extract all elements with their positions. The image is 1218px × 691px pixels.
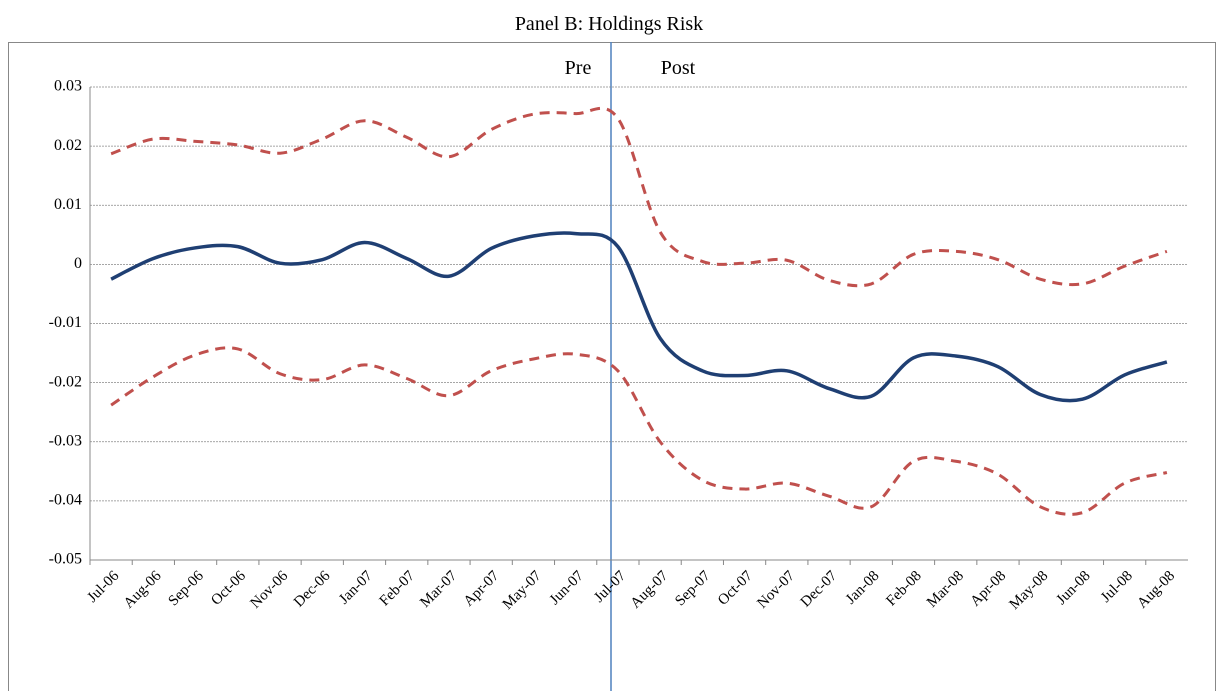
x-tick-label: Oct-06	[208, 568, 249, 609]
y-tick-label: 0.02	[54, 137, 82, 154]
x-tick-label: Sep-07	[672, 568, 714, 610]
post-label: Post	[661, 57, 696, 79]
x-tick-label: Mar-08	[924, 568, 967, 611]
series-line	[110, 346, 1168, 516]
chart-title: Panel B: Holdings Risk	[515, 13, 703, 35]
x-tick-label: Dec-06	[291, 568, 334, 611]
x-tick-label: Oct-07	[715, 568, 756, 609]
x-tick-label: Jan-07	[336, 568, 376, 608]
x-tick-label: Feb-07	[377, 568, 419, 610]
x-tick-label: Nov-06	[248, 568, 292, 612]
x-tick-label: Sep-06	[165, 568, 207, 610]
x-tick-label: Jun-07	[547, 568, 588, 609]
series-line	[110, 231, 1168, 403]
x-tick-label: Aug-07	[628, 568, 672, 612]
y-tick-label: 0	[74, 255, 82, 272]
x-tick-label: Dec-07	[798, 568, 841, 611]
y-tick-label: -0.02	[49, 373, 82, 390]
x-tick-label: May-08	[1007, 568, 1052, 613]
x-tick-label: Nov-07	[754, 568, 798, 612]
x-tick-label: Jan-08	[843, 568, 883, 608]
y-tick-label: 0.01	[54, 196, 82, 213]
x-tick-label: Mar-07	[417, 568, 460, 611]
y-tick-label: -0.01	[49, 314, 82, 331]
x-tick-label: Feb-08	[883, 568, 924, 609]
x-tick-label: Jul-06	[85, 568, 123, 606]
pre-label: Pre	[565, 57, 592, 79]
series-line	[110, 106, 1168, 288]
x-tick-label: Apr-07	[461, 568, 503, 610]
x-tick-label: Jun-08	[1053, 568, 1093, 608]
x-tick-label: Aug-08	[1134, 568, 1178, 612]
chart-border	[8, 42, 1216, 691]
x-tick-label: Aug-06	[121, 568, 165, 612]
x-tick-label: Apr-08	[967, 568, 1009, 610]
y-tick-label: -0.03	[49, 432, 82, 449]
x-tick-label: May-07	[500, 568, 545, 613]
x-tick-label: Jul-08	[1098, 568, 1136, 606]
y-tick-label: -0.04	[49, 492, 82, 509]
y-tick-label: -0.05	[49, 551, 82, 568]
y-tick-label: 0.03	[54, 78, 82, 95]
